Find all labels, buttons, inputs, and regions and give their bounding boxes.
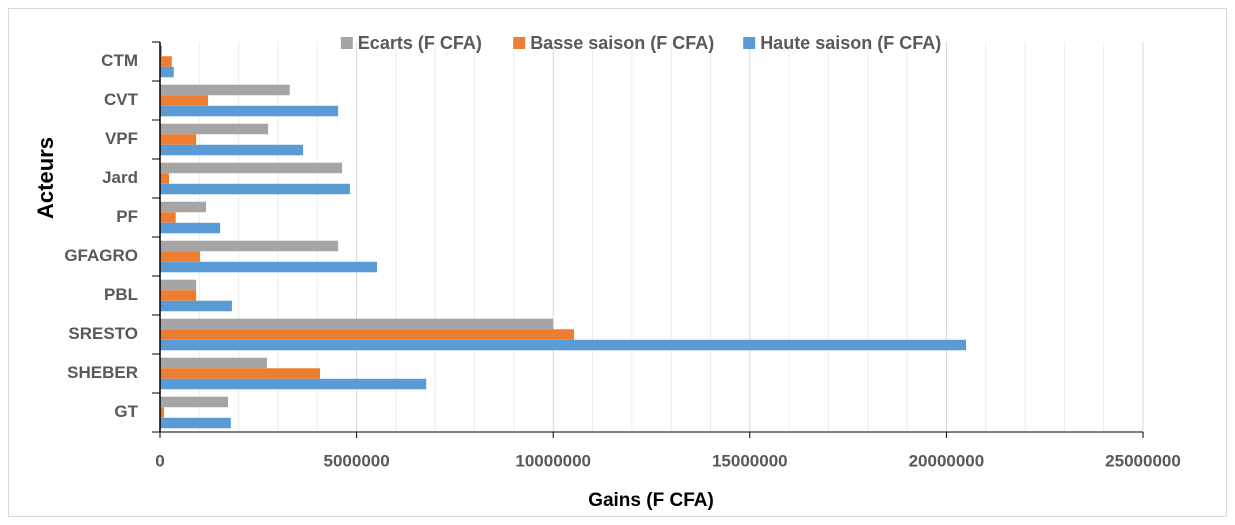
y-tick-label: GFAGRO <box>64 246 138 265</box>
bar <box>160 212 176 223</box>
bar <box>160 290 197 301</box>
bar <box>160 144 304 156</box>
x-tick-label: 10000000 <box>515 451 591 470</box>
bar <box>160 123 269 135</box>
bar <box>160 173 170 184</box>
bar <box>160 222 221 234</box>
bar <box>160 279 197 291</box>
bar <box>160 56 172 67</box>
legend-swatch <box>340 37 353 49</box>
x-tick-label: 20000000 <box>909 451 985 470</box>
bar <box>160 368 321 379</box>
y-tick-label: CVT <box>104 90 139 109</box>
bar <box>160 329 575 340</box>
legend-swatch <box>743 37 756 49</box>
legend-label: Basse saison (F CFA) <box>530 33 714 53</box>
legend-swatch <box>513 37 526 49</box>
bar <box>160 378 427 390</box>
y-tick-label: SRESTO <box>68 324 138 343</box>
bar <box>160 357 267 369</box>
y-axis-title: Acteurs <box>33 137 58 219</box>
x-tick-label: 25000000 <box>1105 451 1181 470</box>
bar <box>160 183 350 195</box>
bar <box>160 318 554 330</box>
bar <box>160 339 967 351</box>
legend-label: Haute saison (F CFA) <box>760 33 941 53</box>
bar <box>160 300 232 312</box>
bar <box>160 66 174 78</box>
bar <box>160 396 229 408</box>
y-tick-label: CTM <box>101 51 138 70</box>
bar <box>160 417 231 429</box>
bar <box>160 240 339 252</box>
y-tick-label: PBL <box>104 285 138 304</box>
legend-label: Ecarts (F CFA) <box>358 33 482 53</box>
bar <box>160 105 339 117</box>
bar <box>160 95 208 106</box>
x-tick-label: 15000000 <box>712 451 788 470</box>
bar <box>160 251 201 262</box>
bar <box>160 162 343 174</box>
x-axis-title: Gains (F CFA) <box>588 490 714 511</box>
bar <box>160 407 164 418</box>
bar <box>160 201 207 213</box>
x-tick-label: 0 <box>155 451 164 470</box>
y-tick-label: SHEBER <box>67 363 138 382</box>
y-tick-label: VPF <box>105 129 138 148</box>
bar <box>160 45 162 57</box>
bar <box>160 261 378 273</box>
bar <box>160 84 290 96</box>
y-tick-label: Jard <box>102 168 138 187</box>
x-tick-label: 5000000 <box>324 451 390 470</box>
y-tick-label: GT <box>114 402 138 421</box>
bar <box>160 134 197 145</box>
y-tick-label: PF <box>116 207 138 226</box>
